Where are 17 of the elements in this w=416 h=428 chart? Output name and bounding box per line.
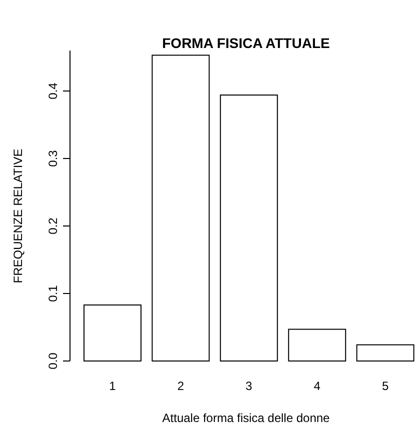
y-axis-title: FREQUENZE RELATIVE (11, 148, 25, 284)
x-tick-label: 3 (246, 379, 253, 393)
bar (220, 94, 278, 362)
x-tick-label: 1 (109, 379, 116, 393)
y-tick-label: 0.0 (46, 352, 60, 370)
y-tick-label: 0.4 (46, 82, 60, 100)
x-axis-title: Attuale forma fisica delle donne (162, 411, 330, 425)
x-tick-label: 4 (314, 379, 321, 393)
y-tick-label: 0.2 (46, 217, 60, 234)
x-tick-label: 5 (382, 379, 389, 393)
y-tick-label: 0.1 (46, 284, 60, 302)
x-tick-label: 2 (177, 379, 184, 393)
chart-title: FORMA FISICA ATTUALE (162, 35, 330, 51)
bar (152, 54, 210, 362)
bar (288, 328, 346, 362)
y-tick-label: 0.3 (46, 150, 60, 167)
bar (84, 304, 142, 362)
